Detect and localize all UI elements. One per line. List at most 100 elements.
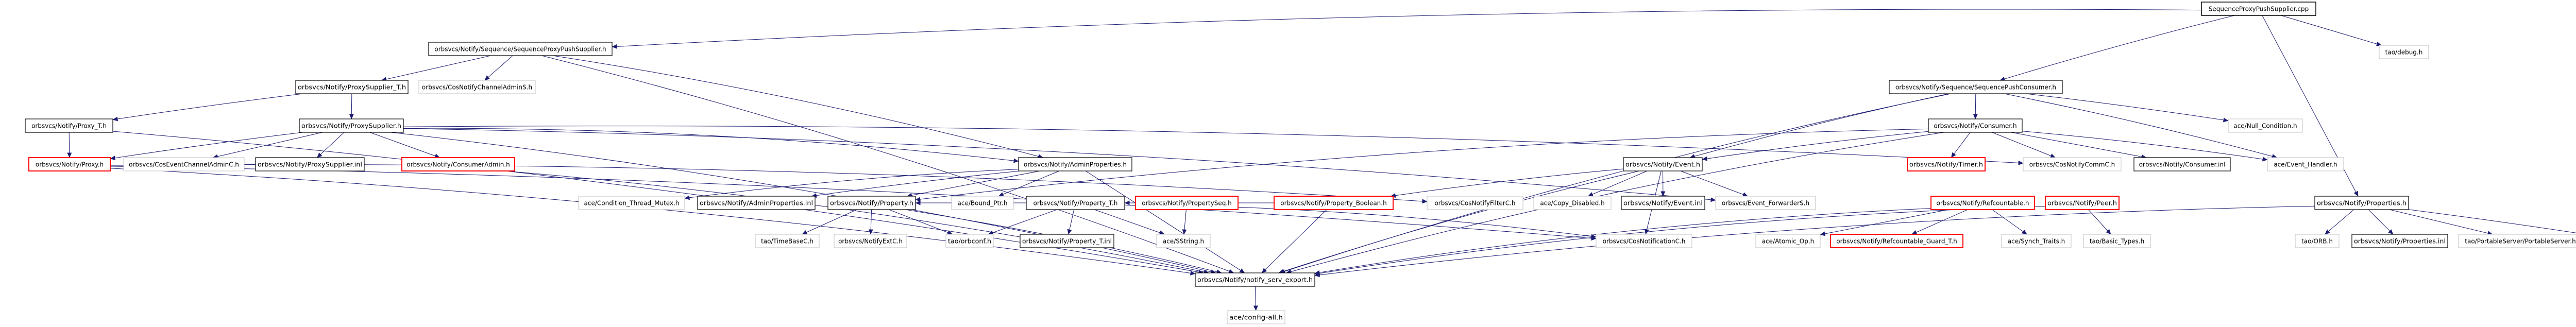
graph-node-property_t_inl[interactable]: orbsvcs/Notify/Property_T.inl xyxy=(1020,234,1114,248)
graph-node-timer_h[interactable]: orbsvcs/Notify/Timer.h xyxy=(1907,157,1986,171)
node-label-nullcond: ace/Null_Condition.h xyxy=(2233,123,2297,130)
node-label-props_inl: orbsvcs/Notify/Properties.inl xyxy=(2354,238,2446,245)
edge-seqpps_h-to-export_h xyxy=(541,55,1234,273)
graph-node-refc_h[interactable]: orbsvcs/Notify/Refcountable.h xyxy=(1930,196,2035,210)
edge-ps_h-to-proxy_h xyxy=(110,132,303,161)
edge-event_h-to-export_h xyxy=(1278,170,1639,274)
edge-ps_h-to-adminprops_h xyxy=(403,128,1019,163)
graph-node-cosnotifc[interactable]: orbsvcs/CosNotificationC.h xyxy=(1596,234,1692,248)
edge-adminprops_h-to-property_h xyxy=(906,170,1040,198)
node-label-event_inl: orbsvcs/Notify/Event.inl xyxy=(1623,200,1703,207)
graph-node-notifyextc[interactable]: orbsvcs/NotifyExtC.h xyxy=(834,234,907,248)
node-label-cncas_h: orbsvcs/CosNotifyChannelAdminS.h xyxy=(422,84,532,91)
graph-node-configall[interactable]: ace/config-all.h xyxy=(1227,310,1285,324)
edge-consumer_h-to-cnc_comm xyxy=(1992,132,2056,158)
edges-layer xyxy=(67,9,2576,311)
graph-node-props_h[interactable]: orbsvcs/Notify/Properties.h xyxy=(2314,196,2409,210)
edge-proxy_h-to-export_h xyxy=(110,168,1196,276)
edge-consumer_h-to-timer_h xyxy=(1951,132,1971,158)
graph-node-copydis[interactable]: ace/Copy_Disabled.h xyxy=(1533,196,1612,210)
graph-node-eventhandler[interactable]: ace/Event_Handler.h xyxy=(2267,157,2344,171)
graph-node-proxy_h[interactable]: orbsvcs/Notify/Proxy.h xyxy=(28,157,111,171)
graph-node-debug_h[interactable]: tao/debug.h xyxy=(2379,45,2429,59)
graph-node-ps_inl[interactable]: orbsvcs/Notify/ProxySupplier.inl xyxy=(255,157,365,171)
graph-node-portableserver[interactable]: tao/PortableServer/PortableServer.h xyxy=(2458,234,2576,248)
edge-property_h-to-notifyextc xyxy=(868,209,873,235)
node-label-boundptr: ace/Bound_Ptr.h xyxy=(958,200,1008,207)
graph-node-sstring[interactable]: ace/SString.h xyxy=(1156,234,1211,248)
node-label-consumer_h: orbsvcs/Notify/Consumer.h xyxy=(1934,123,2016,130)
node-label-copydis: ace/Copy_Disabled.h xyxy=(1540,200,1604,207)
graph-node-adminprops_h[interactable]: orbsvcs/Notify/AdminProperties.h xyxy=(1018,157,1132,171)
edge-adminprops_h-to-boundptr xyxy=(998,170,1059,197)
node-label-adminprops_inl: orbsvcs/Notify/AdminProperties.inl xyxy=(700,200,813,207)
graph-node-adminprops_inl[interactable]: orbsvcs/Notify/AdminProperties.inl xyxy=(697,196,816,210)
graph-node-property_t_h[interactable]: orbsvcs/Notify/Property_T.h xyxy=(1026,196,1125,210)
edge-props_h-to-export_h xyxy=(1314,205,2315,278)
graph-node-proxyt_h[interactable]: orbsvcs/Notify/Proxy_T.h xyxy=(25,118,113,133)
node-label-atomicop: ace/Atomic_Op.h xyxy=(1762,238,1815,245)
edge-event_h-to-copydis xyxy=(1587,170,1648,197)
graph-node-boundptr[interactable]: ace/Bound_Ptr.h xyxy=(951,196,1014,210)
node-label-cadmin_h: orbsvcs/Notify/ConsumerAdmin.h xyxy=(406,161,510,168)
node-label-ps_h: orbsvcs/Notify/ProxySupplier.h xyxy=(301,123,401,130)
graph-node-prop_bool[interactable]: orbsvcs/Notify/Property_Boolean.h xyxy=(1274,196,1394,210)
node-label-seqpps_h: orbsvcs/Notify/Sequence/SequenceProxyPus… xyxy=(434,46,606,53)
edge-export_h-to-configall xyxy=(1253,286,1258,311)
graph-node-consumer_h[interactable]: orbsvcs/Notify/Consumer.h xyxy=(1928,118,2023,133)
graph-node-orbconf[interactable]: tao/orbconf.h xyxy=(945,234,994,248)
node-label-ps_inl: orbsvcs/Notify/ProxySupplier.inl xyxy=(258,161,362,168)
graph-node-cnc_comm[interactable]: orbsvcs/CosNotifyCommC.h xyxy=(2023,157,2122,171)
graph-node-props_inl[interactable]: orbsvcs/Notify/Properties.inl xyxy=(2351,234,2448,248)
graph-node-cncas_h[interactable]: orbsvcs/CosNotifyChannelAdminS.h xyxy=(418,80,536,94)
graph-node-refguard[interactable]: orbsvcs/Notify/Refcountable_Guard_T.h xyxy=(1830,234,1963,248)
edge-consumer_h-to-event_h xyxy=(1702,131,1929,161)
edge-event_h-to-evfwd xyxy=(1680,170,1748,197)
graph-node-peer_h[interactable]: orbsvcs/Notify/Peer.h xyxy=(2045,196,2120,210)
edge-root-to-props_h xyxy=(2262,15,2359,197)
edge-property_t_h-to-orbconf xyxy=(988,209,1057,235)
graph-node-orb_h[interactable]: tao/ORB.h xyxy=(2295,234,2340,248)
graph-node-evfwd[interactable]: orbsvcs/Event_ForwarderS.h xyxy=(1715,196,1816,210)
graph-node-basictypes[interactable]: tao/Basic_Types.h xyxy=(2083,234,2151,248)
node-label-sstring: ace/SString.h xyxy=(1163,238,1204,245)
edge-property_t_h-to-sstring xyxy=(1094,209,1165,235)
graph-node-cecac_h[interactable]: orbsvcs/CosEventChannelAdminC.h xyxy=(123,157,245,171)
node-label-portableserver: tao/PortableServer/PortableServer.h xyxy=(2465,238,2575,245)
graph-node-cadmin_h[interactable]: orbsvcs/Notify/ConsumerAdmin.h xyxy=(401,157,515,171)
edge-ps_h-to-cadmin_h xyxy=(369,132,440,159)
graph-node-ps_h[interactable]: orbsvcs/Notify/ProxySupplier.h xyxy=(299,118,404,133)
edge-adminprops_h-to-condmutex xyxy=(684,169,1019,200)
graph-node-synchtraits[interactable]: ace/Synch_Traits.h xyxy=(2001,234,2072,248)
graph-node-seqpps_h[interactable]: orbsvcs/Notify/Sequence/SequenceProxyPus… xyxy=(428,42,613,56)
graph-node-condmutex[interactable]: ace/Condition_Thread_Mutex.h xyxy=(578,196,685,210)
graph-node-cnfc[interactable]: orbsvcs/CosNotifyFilterC.h xyxy=(1427,196,1523,210)
node-label-cecac_h: orbsvcs/CosEventChannelAdminC.h xyxy=(129,161,239,168)
node-label-configall: ace/config-all.h xyxy=(1229,314,1283,321)
node-label-proxyt_h: orbsvcs/Notify/Proxy_T.h xyxy=(31,123,107,130)
node-label-refguard: orbsvcs/Notify/Refcountable_Guard_T.h xyxy=(1836,238,1957,245)
graph-node-timebasec[interactable]: tao/TimeBaseC.h xyxy=(755,234,820,248)
edge-pst_h-to-proxyt_h xyxy=(112,93,303,122)
graph-node-export_h[interactable]: orbsvcs/Notify/notify_serv_export.h xyxy=(1195,272,1315,287)
graph-node-consumer_inl[interactable]: orbsvcs/Notify/Consumer.inl xyxy=(2133,157,2231,171)
edge-seqpc_h-to-event_h xyxy=(1689,93,1949,159)
edge-props_h-to-taosingleton xyxy=(2408,209,2576,233)
node-label-export_h: orbsvcs/Notify/notify_serv_export.h xyxy=(1197,277,1313,284)
edge-seqpc_h-to-eventhandler xyxy=(2004,93,2278,159)
graph-node-seqpc_h[interactable]: orbsvcs/Notify/Sequence/SequencePushCons… xyxy=(1889,80,2063,94)
node-label-props_h: orbsvcs/Notify/Properties.h xyxy=(2317,200,2406,207)
node-label-cnc_comm: orbsvcs/CosNotifyCommC.h xyxy=(2029,161,2115,168)
graph-node-atomicop[interactable]: ace/Atomic_Op.h xyxy=(1755,234,1821,248)
node-label-debug_h: tao/debug.h xyxy=(2385,49,2423,56)
graph-node-event_inl[interactable]: orbsvcs/Notify/Event.inl xyxy=(1621,196,1705,210)
graph-node-propertyseq_h[interactable]: orbsvcs/Notify/PropertySeq.h xyxy=(1135,196,1239,210)
edge-consumer_h-to-consumer_inl xyxy=(2011,132,2147,159)
graph-root-node-root[interactable]: SequenceProxyPushSupplier.cpp xyxy=(2201,2,2316,16)
node-label-eventhandler: ace/Event_Handler.h xyxy=(2274,161,2337,168)
graph-node-nullcond[interactable]: ace/Null_Condition.h xyxy=(2228,118,2303,133)
graph-node-event_h[interactable]: orbsvcs/Notify/Event.h xyxy=(1623,157,1703,171)
edge-property_h-to-timebasec xyxy=(802,209,857,235)
graph-node-pst_h[interactable]: orbsvcs/Notify/ProxySupplier_T.h xyxy=(295,80,409,94)
graph-node-property_h[interactable]: orbsvcs/Notify/Property.h xyxy=(827,196,916,210)
